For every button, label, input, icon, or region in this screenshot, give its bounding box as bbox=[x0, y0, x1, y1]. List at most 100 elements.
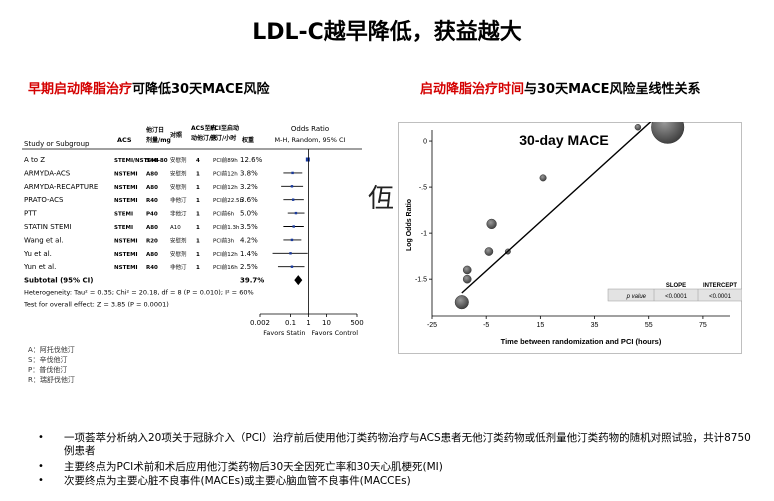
x-tick-label: 500 bbox=[350, 319, 363, 327]
study-dose: A80 bbox=[146, 185, 158, 191]
stats-row-label: p value bbox=[626, 294, 647, 300]
study-pci-time: PCI前16h bbox=[213, 263, 238, 271]
subtotal-diamond bbox=[294, 275, 303, 286]
study-dose: A80 bbox=[146, 171, 158, 177]
scatter-chart: 0 -.5 -1 -1.5 -25 -5 15 35 55 75 Time between rand… bbox=[398, 122, 742, 354]
x-tick-label: 0.1 bbox=[285, 319, 296, 327]
x-axis-label: Time between randomization and PCI (hour… bbox=[501, 337, 662, 346]
study-acs: NSTEMI bbox=[114, 238, 138, 244]
legend-item-r: R：瑞舒伐他汀 bbox=[28, 376, 75, 384]
subtotal-label: Subtotal (95% CI) bbox=[24, 277, 93, 285]
header-dose: 剂量/mg bbox=[145, 136, 171, 144]
data-bubble bbox=[462, 265, 472, 275]
data-bubble bbox=[462, 274, 472, 284]
chart-frame bbox=[398, 122, 742, 354]
study-days: 1 bbox=[196, 198, 200, 204]
stats-slope-value: <0.0001 bbox=[665, 294, 688, 300]
study-point bbox=[290, 185, 294, 188]
study-control: 安慰剂 bbox=[170, 169, 187, 177]
y-tick-label: -1.5 bbox=[415, 277, 427, 284]
study-point bbox=[294, 211, 298, 215]
header-pci: PCI至启动 bbox=[210, 124, 239, 132]
study-control: 安慰剂 bbox=[170, 156, 187, 164]
left-heading-black: 可降低30天MACE风险 bbox=[132, 82, 270, 97]
stats-intercept-value: <0.0001 bbox=[709, 294, 732, 300]
study-weight: 3.2% bbox=[240, 183, 258, 191]
overall-effect-text: Test for overall effect: Z = 3.85 (P = 0… bbox=[23, 301, 169, 309]
study-pci-time: PCI前89h bbox=[213, 156, 238, 164]
study-acs: NSTEMI bbox=[114, 265, 138, 271]
header-dose: 他汀日 bbox=[145, 126, 164, 134]
bullet-dot: • bbox=[38, 461, 44, 472]
study-pci-time: PCI前6h bbox=[213, 210, 235, 218]
x-tick-label: 1 bbox=[306, 319, 310, 327]
study-point bbox=[289, 252, 292, 255]
subtotal-weight: 39.7% bbox=[240, 277, 264, 285]
study-dose: R40 bbox=[146, 265, 158, 271]
header-control: 对照 bbox=[170, 131, 182, 139]
y-tick-label: -.5 bbox=[419, 185, 427, 192]
stats-header-intercept: INTERCEPT bbox=[703, 283, 737, 289]
chart-title: 30-day MACE bbox=[519, 132, 608, 148]
study-name: STATIN STEMI bbox=[24, 223, 71, 231]
study-days: 1 bbox=[196, 225, 200, 231]
study-point bbox=[305, 157, 310, 162]
study-control: 安慰剂 bbox=[170, 183, 187, 191]
study-point bbox=[291, 198, 295, 201]
study-point bbox=[290, 265, 294, 268]
data-bubble bbox=[486, 218, 497, 230]
x-tick-label: -25 bbox=[427, 322, 437, 329]
right-heading-red: 启动降脂治疗时间 bbox=[420, 82, 525, 97]
x-tick-label: 0.002 bbox=[250, 319, 270, 327]
study-weight: 3.6% bbox=[240, 196, 258, 204]
data-bubble bbox=[651, 122, 685, 144]
header-study: Study or Subgroup bbox=[24, 140, 90, 148]
data-bubble bbox=[634, 124, 642, 131]
left-heading: 早期启动降脂治疗可降低30天MACE风险 bbox=[28, 78, 270, 97]
study-days: 1 bbox=[196, 212, 200, 218]
favors-statin: Favors Statin bbox=[263, 329, 305, 337]
study-name: Wang et al. bbox=[24, 236, 64, 244]
study-acs: STEMI bbox=[114, 225, 133, 231]
study-name: Yun et al. bbox=[23, 263, 56, 271]
study-control: 安慰剂 bbox=[170, 250, 187, 258]
x-tick-label: 55 bbox=[645, 322, 653, 329]
study-control: A10 bbox=[170, 225, 181, 231]
study-acs: STEMI bbox=[114, 212, 133, 218]
header-days: 动他汀/天 bbox=[191, 134, 217, 142]
study-dose: R40 bbox=[146, 198, 158, 204]
study-weight: 1.4% bbox=[240, 250, 258, 258]
study-acs: NSTEMI bbox=[114, 185, 138, 191]
study-weight: 4.2% bbox=[240, 236, 258, 244]
study-name: PRATO-ACS bbox=[24, 196, 64, 204]
study-control: 安慰剂 bbox=[170, 236, 187, 244]
study-point bbox=[291, 171, 294, 175]
study-pci-time: PCI前12h bbox=[213, 250, 238, 258]
stray-glyph: 仾 bbox=[368, 184, 395, 214]
study-control: 非他汀 bbox=[170, 196, 187, 204]
study-dose: P40 bbox=[146, 212, 158, 218]
study-pci-time: PCI前1.3h bbox=[213, 223, 240, 231]
study-dose: S40-80 bbox=[146, 158, 168, 164]
header-acs: ACS bbox=[117, 136, 132, 144]
study-acs: NSTEMI bbox=[114, 252, 138, 258]
study-days: 1 bbox=[196, 185, 200, 191]
study-dose: A80 bbox=[146, 225, 158, 231]
header-odds-ratio: Odds Ratio bbox=[291, 125, 329, 133]
y-tick-label: 0 bbox=[423, 139, 427, 146]
stats-header-slope: SLOPE bbox=[666, 283, 686, 289]
study-weight: 5.0% bbox=[240, 210, 258, 218]
x-tick-label: 75 bbox=[699, 322, 707, 329]
study-weight: 12.6% bbox=[240, 156, 263, 164]
y-tick-label: -1 bbox=[421, 231, 427, 238]
bullet-text-2: 主要终点为PCI术前和术后应用他汀类药物后30天全因死亡率和30天心肌梗死(MI… bbox=[64, 461, 443, 473]
study-days: 1 bbox=[196, 265, 200, 271]
header-odds-ratio-method: M-H, Random, 95% CI bbox=[275, 136, 346, 144]
x-tick-label: -5 bbox=[483, 322, 489, 329]
study-weight: 3.8% bbox=[240, 169, 258, 177]
study-pci-time: PCI前3h bbox=[213, 236, 235, 244]
study-point bbox=[290, 238, 294, 242]
study-point bbox=[292, 225, 295, 228]
bullet-dot: • bbox=[38, 475, 44, 486]
